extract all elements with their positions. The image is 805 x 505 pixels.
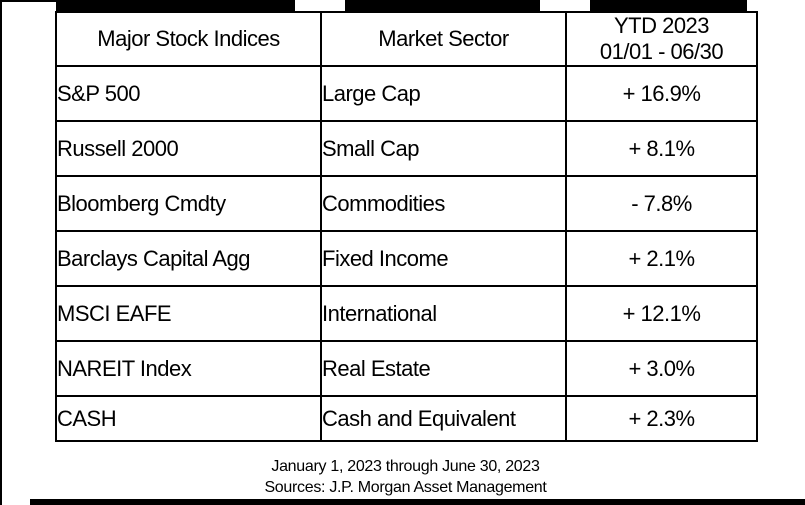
- ytd-cell: - 7.8%: [565, 175, 758, 232]
- performance-table: Major Stock Indices Market Sector YTD 20…: [55, 11, 758, 442]
- sector-cell: Real Estate: [320, 340, 567, 397]
- sector-cell: Cash and Equivalent: [320, 395, 567, 442]
- index-cell: Bloomberg Cmdty: [55, 175, 322, 232]
- date-range-caption: January 1, 2023 through June 30, 2023: [271, 458, 540, 475]
- ytd-cell: + 2.1%: [565, 230, 758, 287]
- table-row: NAREIT Index Real Estate + 3.0%: [55, 340, 758, 397]
- index-cell: CASH: [55, 395, 322, 442]
- ytd-cell: + 8.1%: [565, 120, 758, 177]
- left-frame-edge: [0, 0, 2, 505]
- sector-cell: Large Cap: [320, 65, 567, 122]
- top-frame-edge: [0, 0, 60, 2]
- col-header-ytd-line1: YTD 2023: [613, 13, 710, 38]
- table-row: MSCI EAFE International + 12.1%: [55, 285, 758, 342]
- col-header-market-sector: Market Sector: [320, 11, 567, 67]
- table-row: Bloomberg Cmdty Commodities - 7.8%: [55, 175, 758, 232]
- index-cell: MSCI EAFE: [55, 285, 322, 342]
- col-header-major-stock-indices: Major Stock Indices: [55, 11, 322, 67]
- sector-cell: Commodities: [320, 175, 567, 232]
- table-row: Russell 2000 Small Cap + 8.1%: [55, 120, 758, 177]
- col-header-ytd: YTD 2023 01/01 - 06/30: [565, 11, 758, 67]
- header-row: Major Stock Indices Market Sector YTD 20…: [55, 11, 758, 67]
- top-band-notch-2: [540, 0, 590, 11]
- sources-caption: Sources: J.P. Morgan Asset Management: [264, 479, 547, 496]
- bottom-black-band: [30, 499, 805, 505]
- sector-cell: Fixed Income: [320, 230, 567, 287]
- table-row: Barclays Capital Agg Fixed Income + 2.1%: [55, 230, 758, 287]
- table-row: CASH Cash and Equivalent + 2.3%: [55, 395, 758, 442]
- index-cell: NAREIT Index: [55, 340, 322, 397]
- footer-captions: January 1, 2023 through June 30, 2023 So…: [55, 456, 756, 498]
- table-row: S&P 500 Large Cap + 16.9%: [55, 65, 758, 122]
- sector-cell: International: [320, 285, 567, 342]
- ytd-cell: + 2.3%: [565, 395, 758, 442]
- sector-cell: Small Cap: [320, 120, 567, 177]
- top-band-notch-1: [295, 0, 345, 11]
- ytd-cell: + 3.0%: [565, 340, 758, 397]
- index-cell: Russell 2000: [55, 120, 322, 177]
- col-header-ytd-line2: 01/01 - 06/30: [599, 39, 724, 64]
- index-cell: Barclays Capital Agg: [55, 230, 322, 287]
- ytd-cell: + 12.1%: [565, 285, 758, 342]
- ytd-cell: + 16.9%: [565, 65, 758, 122]
- index-cell: S&P 500: [55, 65, 322, 122]
